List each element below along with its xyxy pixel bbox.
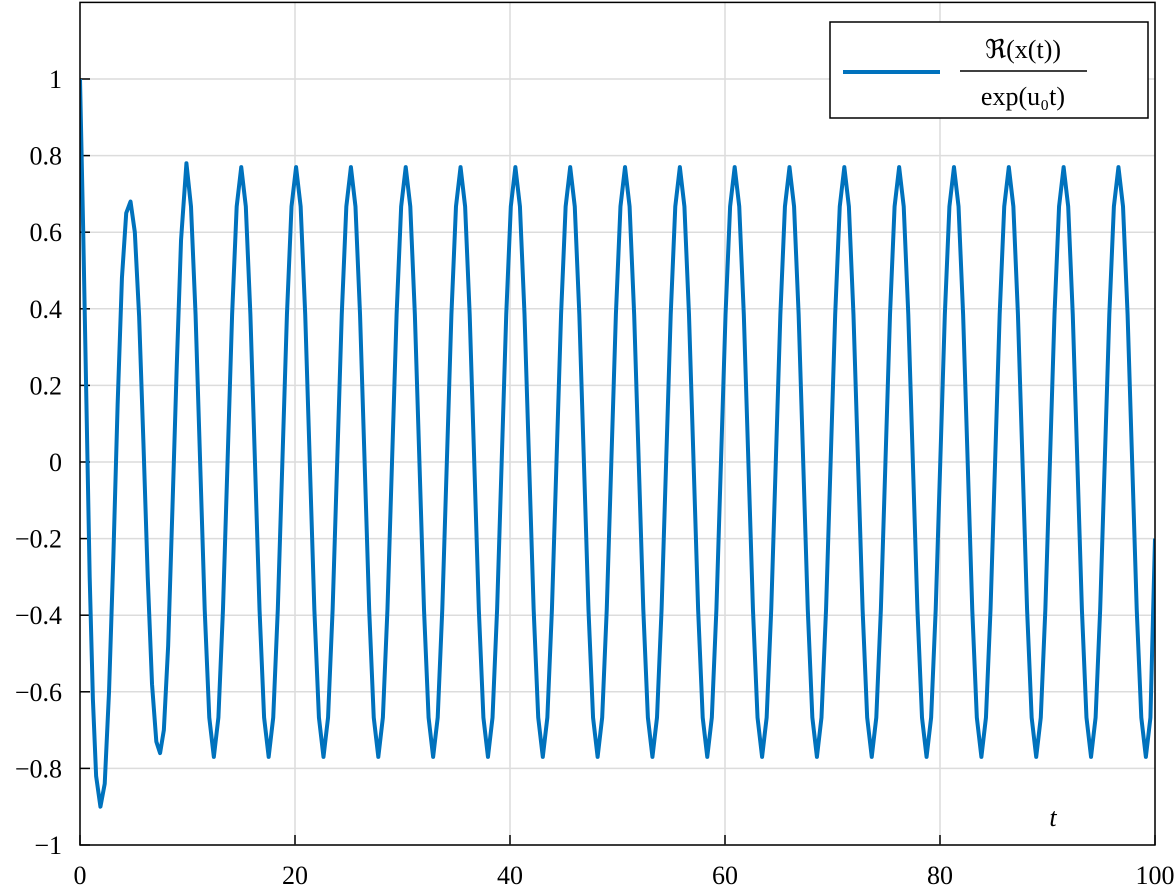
x-tick-label: 0: [74, 861, 87, 890]
x-tick-label: 100: [1136, 861, 1175, 890]
y-tick-label: −0.2: [15, 525, 62, 554]
y-tick-label: 0.8: [30, 142, 63, 171]
y-tick-label: −1: [34, 831, 62, 860]
plot-frame: [79, 1, 1156, 846]
legend-label: ℜ(x(t)): [985, 35, 1061, 64]
data-line: [80, 78, 1155, 809]
legend-label: exp(u₀t): [981, 82, 1065, 111]
x-tick-label: 20: [282, 861, 308, 890]
x-axis-label: t: [1049, 803, 1057, 832]
y-tick-label: 0.2: [30, 371, 63, 400]
y-tick-label: −0.4: [15, 601, 62, 630]
y-tick-label: −0.8: [15, 754, 62, 783]
x-tick-label: 60: [712, 861, 738, 890]
y-tick-label: 1: [49, 65, 62, 94]
x-tick-label: 80: [927, 861, 953, 890]
x-tick-label: 40: [497, 861, 523, 890]
y-tick-label: 0: [49, 448, 62, 477]
y-tick-label: 0.6: [30, 218, 63, 247]
plot-area: [80, 78, 1155, 809]
y-tick-label: −0.6: [15, 678, 62, 707]
y-tick-label: 0.4: [30, 295, 63, 324]
